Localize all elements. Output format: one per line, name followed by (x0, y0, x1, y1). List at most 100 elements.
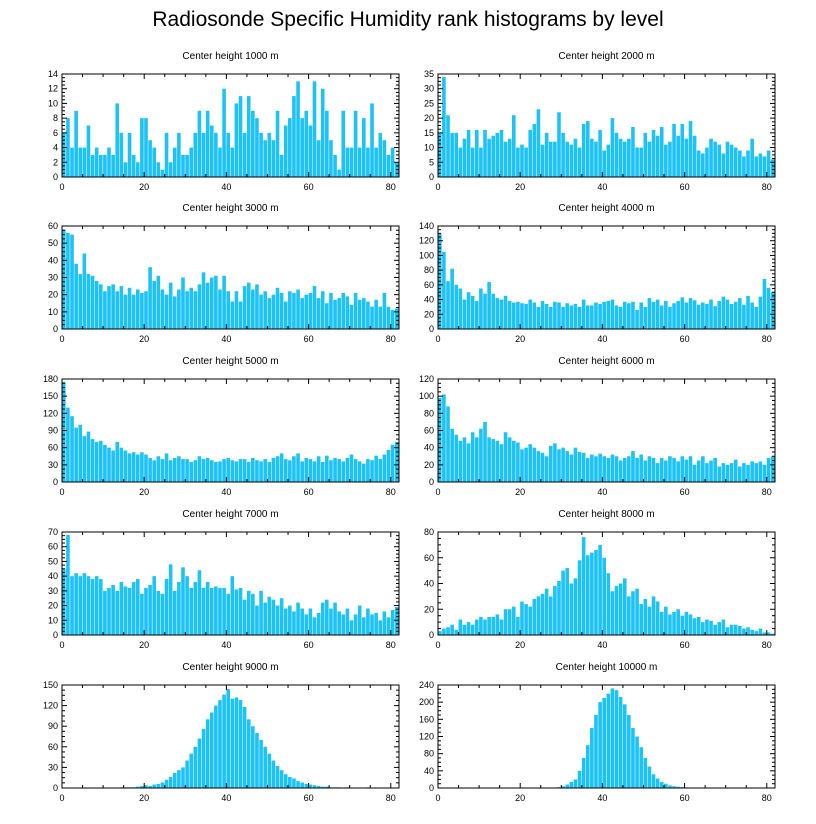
histogram-bar (226, 291, 230, 329)
histogram-bar (742, 628, 746, 635)
histogram-bar (705, 303, 709, 329)
histogram-bar (450, 132, 454, 177)
panel-9: Center height 9000 m 0 20 40 60 80 0 30 60 90 120 1… (43, 662, 400, 803)
histogram-bar (627, 303, 631, 329)
histogram-bar (312, 785, 317, 788)
histogram-bar (655, 463, 660, 482)
histogram-bar (684, 138, 689, 177)
histogram-bar (466, 622, 471, 635)
histogram-bar (655, 299, 660, 329)
histogram-bar (594, 550, 598, 635)
histogram-bar (446, 281, 450, 329)
histogram-bar (672, 611, 676, 635)
histogram-bar (160, 459, 165, 482)
histogram-bar (491, 293, 496, 329)
histogram-bar (684, 459, 689, 482)
histogram-bar (750, 461, 754, 482)
histogram-bar (454, 434, 459, 482)
histogram-bar (275, 456, 280, 482)
histogram-bar (581, 537, 586, 635)
histogram-bar (733, 301, 738, 329)
histogram-bar (659, 126, 664, 177)
histogram-bar (238, 700, 243, 788)
histogram-bar (131, 294, 136, 329)
histogram-bar (450, 624, 454, 635)
histogram-bar (536, 109, 541, 177)
panel-3: Center height 3000 m 0 20 40 60 80 0 10 20 30 40 50… (48, 203, 400, 344)
histogram-bar (684, 611, 689, 635)
histogram-bar (762, 278, 767, 329)
histogram-bar (271, 294, 276, 329)
histogram-bar (168, 777, 173, 788)
x-tick-label: 0 (435, 182, 440, 192)
histogram-bar (152, 280, 157, 329)
histogram-bar (115, 590, 120, 635)
histogram-bar (622, 578, 627, 635)
y-tick-label: 40 (424, 295, 434, 305)
histogram-bar (197, 110, 202, 177)
y-tick-label: 20 (424, 113, 434, 123)
histogram-bar (140, 593, 144, 635)
y-tick-label: 60 (48, 221, 58, 231)
histogram-bar (230, 698, 235, 788)
histogram-bar (594, 302, 598, 329)
histogram-bar (758, 153, 763, 177)
histogram-bar (329, 460, 333, 482)
panel-title: Center height 2000 m (558, 51, 654, 62)
histogram-bar (362, 118, 366, 177)
y-tick-label: 0 (429, 172, 434, 182)
histogram-bar (709, 138, 713, 177)
histogram-bar (185, 291, 189, 329)
histogram-bar (181, 767, 185, 788)
histogram-bar (119, 447, 124, 482)
histogram-bar (659, 781, 664, 788)
histogram-bar (140, 292, 144, 329)
histogram-bar (103, 154, 107, 177)
histogram-bar (659, 305, 664, 329)
histogram-bar (320, 461, 325, 482)
histogram-bar (553, 301, 557, 329)
histogram-bar (283, 608, 288, 635)
histogram-bar (733, 624, 738, 635)
histogram-bar (454, 629, 459, 635)
panel-title: Center height 3000 m (182, 203, 278, 214)
x-tick-label: 80 (386, 182, 396, 192)
histogram-bar (643, 757, 648, 788)
histogram-bar (446, 115, 450, 177)
histogram-bar (296, 453, 300, 482)
histogram-bar (156, 590, 161, 635)
histogram-bar (296, 289, 300, 329)
x-tick-label: 0 (59, 640, 64, 650)
histogram-bar (590, 727, 594, 788)
panel-title: Center height 8000 m (558, 509, 654, 520)
histogram-bar (458, 619, 463, 635)
histogram-bar (544, 456, 549, 482)
histogram-bar (750, 138, 754, 177)
histogram-bar (696, 616, 701, 635)
histogram-bar (156, 275, 161, 329)
histogram-bar (168, 282, 173, 329)
histogram-bar (386, 617, 391, 635)
histogram-bar (454, 284, 459, 329)
histogram-bar (308, 608, 313, 635)
histogram-bar (255, 733, 259, 788)
histogram-bar (160, 169, 165, 177)
histogram-bar (557, 112, 561, 177)
histogram-bar (66, 534, 70, 635)
histogram-bar (366, 301, 370, 329)
histogram-bar (503, 295, 508, 329)
histogram-bar (438, 397, 442, 482)
histogram-bar (111, 450, 115, 482)
histogram-bar (279, 154, 284, 177)
histogram-bar (520, 601, 524, 635)
histogram-bar (357, 147, 362, 177)
histogram-bar (222, 88, 226, 177)
histogram-bar (544, 132, 549, 177)
histogram-bar (140, 118, 144, 177)
histogram-bar (442, 394, 446, 482)
y-tick-label: 80 (424, 749, 434, 759)
histogram-bar (230, 147, 235, 177)
histogram-bar (544, 588, 549, 635)
histogram-bar (499, 619, 504, 635)
histogram-bar (738, 466, 742, 482)
